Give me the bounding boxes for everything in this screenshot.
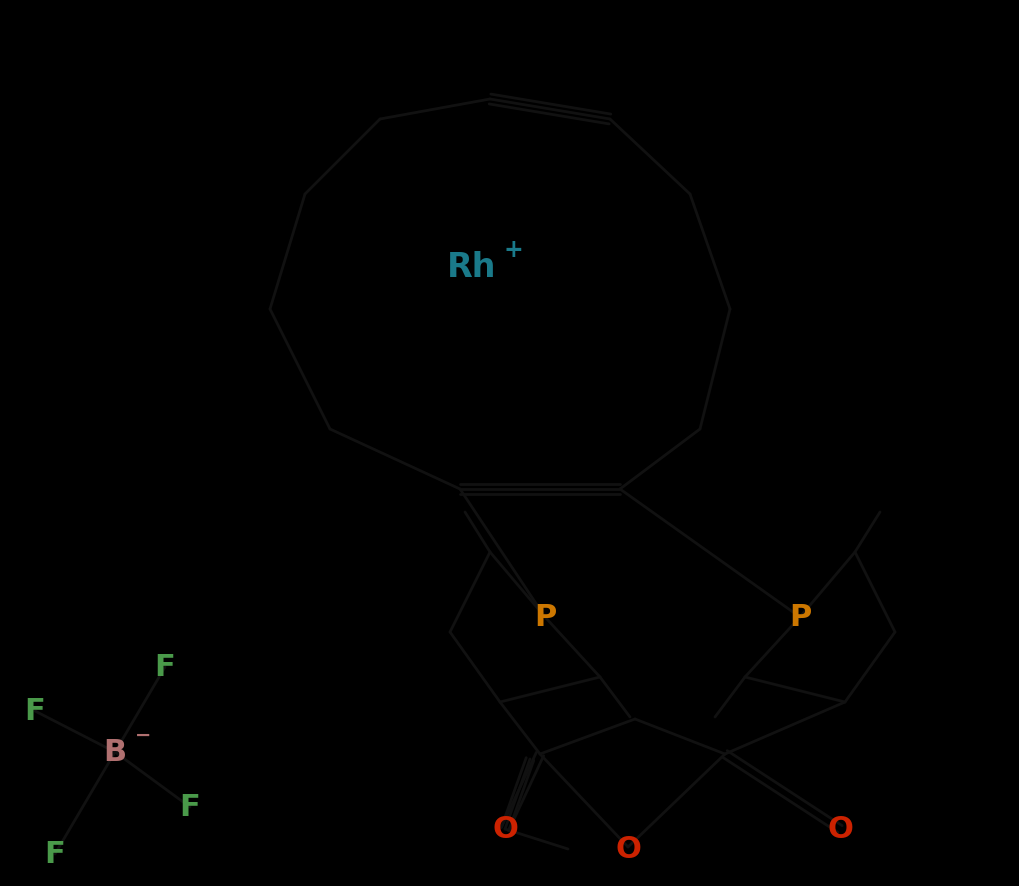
Text: O: O [614,835,640,864]
Text: F: F [24,696,45,726]
Text: O: O [826,814,852,843]
Text: P: P [788,602,810,632]
Text: F: F [155,653,175,681]
Text: −: − [135,725,151,743]
Text: O: O [491,814,518,843]
Text: F: F [45,840,65,868]
Text: P: P [533,602,555,632]
Text: B: B [103,738,126,766]
Text: Rh: Rh [446,252,496,284]
Text: F: F [179,793,200,821]
Text: +: + [502,237,523,261]
